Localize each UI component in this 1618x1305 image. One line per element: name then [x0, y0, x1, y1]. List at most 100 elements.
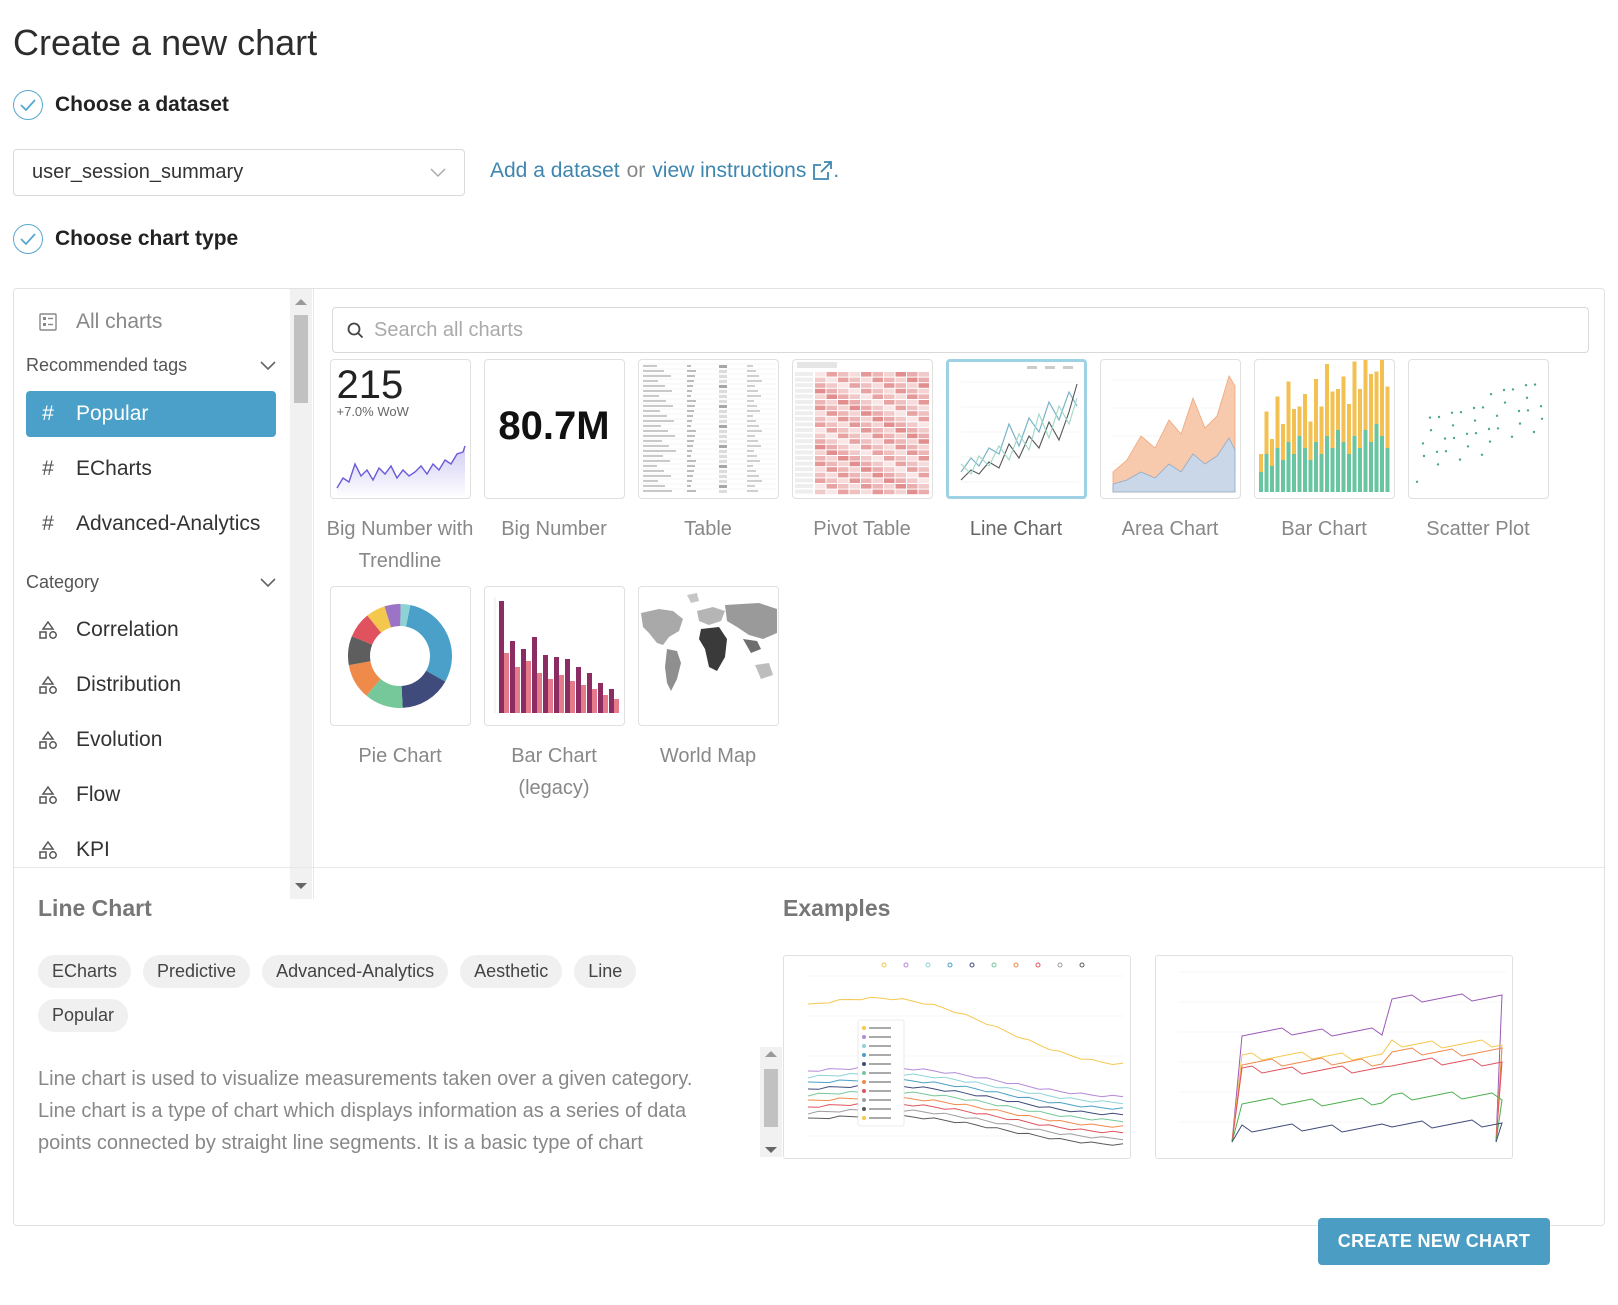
bar-chart-thumbnail-graphic — [1258, 360, 1389, 492]
sidebar-item-label: Popular — [76, 402, 149, 425]
detail-description: Line chart is used to visualize measurem… — [38, 1068, 693, 1154]
chart-tile-scatter-plot[interactable]: Scatter Plot — [1401, 359, 1555, 545]
chart-tile-big-number-trendline[interactable]: 215 +7.0% WoW Big Number with Trendline — [323, 359, 477, 577]
example-image-2 — [1155, 955, 1513, 1159]
create-new-chart-button[interactable]: CREATE NEW CHART — [1318, 1218, 1550, 1265]
sidebar-item-advanced-analytics[interactable]: # Advanced-Analytics — [26, 501, 276, 547]
thumbnail-scatter-plot — [1407, 359, 1549, 499]
scroll-down-arrow-icon[interactable] — [765, 1147, 777, 1153]
recommended-tags-toggle[interactable]: Recommended tags — [26, 355, 276, 376]
or-text: or — [626, 159, 646, 182]
thumbnail-line-chart — [945, 359, 1087, 499]
sidebar-item-flow[interactable]: Flow — [26, 772, 276, 818]
chart-tile-label: Bar Chart — [1281, 518, 1367, 540]
thumbnail-area-chart — [1099, 359, 1241, 499]
sidebar-item-label: Evolution — [76, 728, 163, 751]
chart-tile-pivot-table[interactable]: Pivot Table — [785, 359, 939, 545]
chart-tile-line-chart[interactable]: Line Chart — [939, 359, 1093, 545]
sidebar-item-echarts[interactable]: # ECharts — [26, 446, 276, 492]
check-circle-icon — [13, 90, 43, 120]
chart-type-sidebar: All charts Recommended tags # Popular # … — [14, 289, 314, 899]
chart-tile-bar-chart[interactable]: Bar Chart — [1247, 359, 1401, 545]
chart-tile-bar-chart-legacy[interactable]: Bar Chart (legacy) — [477, 586, 631, 804]
view-instructions-link[interactable]: view instructions — [652, 159, 807, 182]
detail-divider — [14, 867, 1604, 868]
sidebar-item-all-charts[interactable]: All charts — [26, 299, 276, 345]
examples-scrollbar[interactable] — [760, 1047, 782, 1157]
thumbnail-big-number: 80.7M — [483, 359, 625, 499]
scroll-down-arrow-icon[interactable] — [295, 883, 307, 889]
thumb-number: 215 — [336, 363, 404, 407]
chevron-down-icon — [430, 167, 446, 177]
hash-icon: # — [42, 512, 54, 535]
thumbnail-pivot-table — [791, 359, 933, 499]
sidebar-item-kpi[interactable]: KPI — [26, 827, 276, 873]
line-chart-thumbnail-graphic — [960, 366, 1079, 483]
sidebar-item-correlation[interactable]: Correlation — [26, 607, 276, 653]
shapes-icon — [36, 785, 60, 805]
dataset-links: Add a dataset or view instructions . — [490, 159, 839, 183]
period-text: . — [833, 159, 840, 182]
sidebar-item-distribution[interactable]: Distribution — [26, 662, 276, 708]
chevron-down-icon — [260, 360, 276, 370]
detail-tags: ECharts Predictive Advanced-Analytics Ae… — [38, 955, 678, 1032]
dataset-select-value: user_session_summary — [32, 161, 244, 183]
category-toggle[interactable]: Category — [26, 572, 276, 593]
tag-pill: Popular — [38, 999, 129, 1032]
chart-tile-big-number[interactable]: 80.7M Big Number — [477, 359, 631, 545]
sidebar-item-label: Advanced-Analytics — [76, 512, 261, 535]
tag-pill: Aesthetic — [460, 955, 563, 988]
add-dataset-link[interactable]: Add a dataset — [490, 159, 620, 182]
sidebar-item-label: Distribution — [76, 673, 182, 696]
thumbnail-pie-chart — [329, 586, 471, 726]
thumbnail-bar-chart — [1253, 359, 1395, 499]
chart-search[interactable] — [332, 307, 1589, 353]
chart-tile-table[interactable]: Table — [631, 359, 785, 545]
tag-pill: Line — [574, 955, 637, 988]
chart-tile-label: Scatter Plot — [1426, 518, 1530, 540]
chart-tile-world-map[interactable]: World Map — [631, 586, 785, 772]
sidebar-item-label: Flow — [76, 783, 121, 806]
thumb-number: 80.7M — [498, 404, 610, 448]
chart-tile-label: Bar Chart (legacy) — [511, 745, 597, 799]
step-choose-dataset: Choose a dataset — [13, 90, 229, 120]
pie-chart-thumbnail-graphic — [347, 604, 452, 708]
scrollbar-thumb[interactable] — [764, 1069, 778, 1127]
grid-list-icon — [36, 313, 60, 331]
bar-legacy-thumbnail-graphic — [494, 597, 619, 713]
chart-tile-pie-chart[interactable]: Pie Chart — [323, 586, 477, 772]
scroll-up-arrow-icon[interactable] — [295, 299, 307, 305]
step-label: Choose a dataset — [55, 93, 229, 116]
chart-gallery: All charts Recommended tags # Popular # … — [13, 288, 1605, 1226]
search-icon — [347, 322, 364, 338]
chevron-down-icon — [260, 577, 276, 587]
sidebar-item-label: ECharts — [76, 457, 152, 480]
trendline-sparkline — [335, 445, 466, 496]
thumbnail-table — [637, 359, 779, 499]
world-map-thumbnail-graphic — [640, 593, 777, 691]
chart-tile-area-chart[interactable]: Area Chart — [1093, 359, 1247, 545]
shapes-icon — [36, 675, 60, 695]
shapes-icon — [36, 620, 60, 640]
sidebar-item-popular[interactable]: # Popular — [26, 391, 276, 437]
pivot-table-thumbnail-graphic — [794, 362, 929, 495]
chart-tile-label: Big Number — [501, 518, 607, 540]
shapes-icon — [36, 730, 60, 750]
chart-tile-label: Big Number with Trendline — [326, 518, 474, 572]
sidebar-scrollbar[interactable] — [290, 289, 312, 899]
sidebar-item-label: Correlation — [76, 618, 179, 641]
search-input[interactable] — [374, 318, 1588, 342]
dataset-select[interactable]: user_session_summary — [13, 149, 465, 196]
table-thumbnail-graphic — [640, 363, 776, 493]
chart-tile-label: Area Chart — [1121, 518, 1219, 540]
step-label: Choose chart type — [55, 227, 239, 250]
external-link-icon[interactable] — [811, 160, 833, 182]
section-label: Recommended tags — [26, 355, 188, 375]
thumbnail-world-map — [637, 586, 779, 726]
sidebar-item-evolution[interactable]: Evolution — [26, 717, 276, 763]
section-label: Category — [26, 572, 100, 592]
thumbnail-bar-chart-legacy — [483, 586, 625, 726]
check-circle-icon — [13, 224, 43, 254]
scroll-up-arrow-icon[interactable] — [765, 1051, 777, 1057]
scrollbar-thumb[interactable] — [294, 315, 308, 403]
